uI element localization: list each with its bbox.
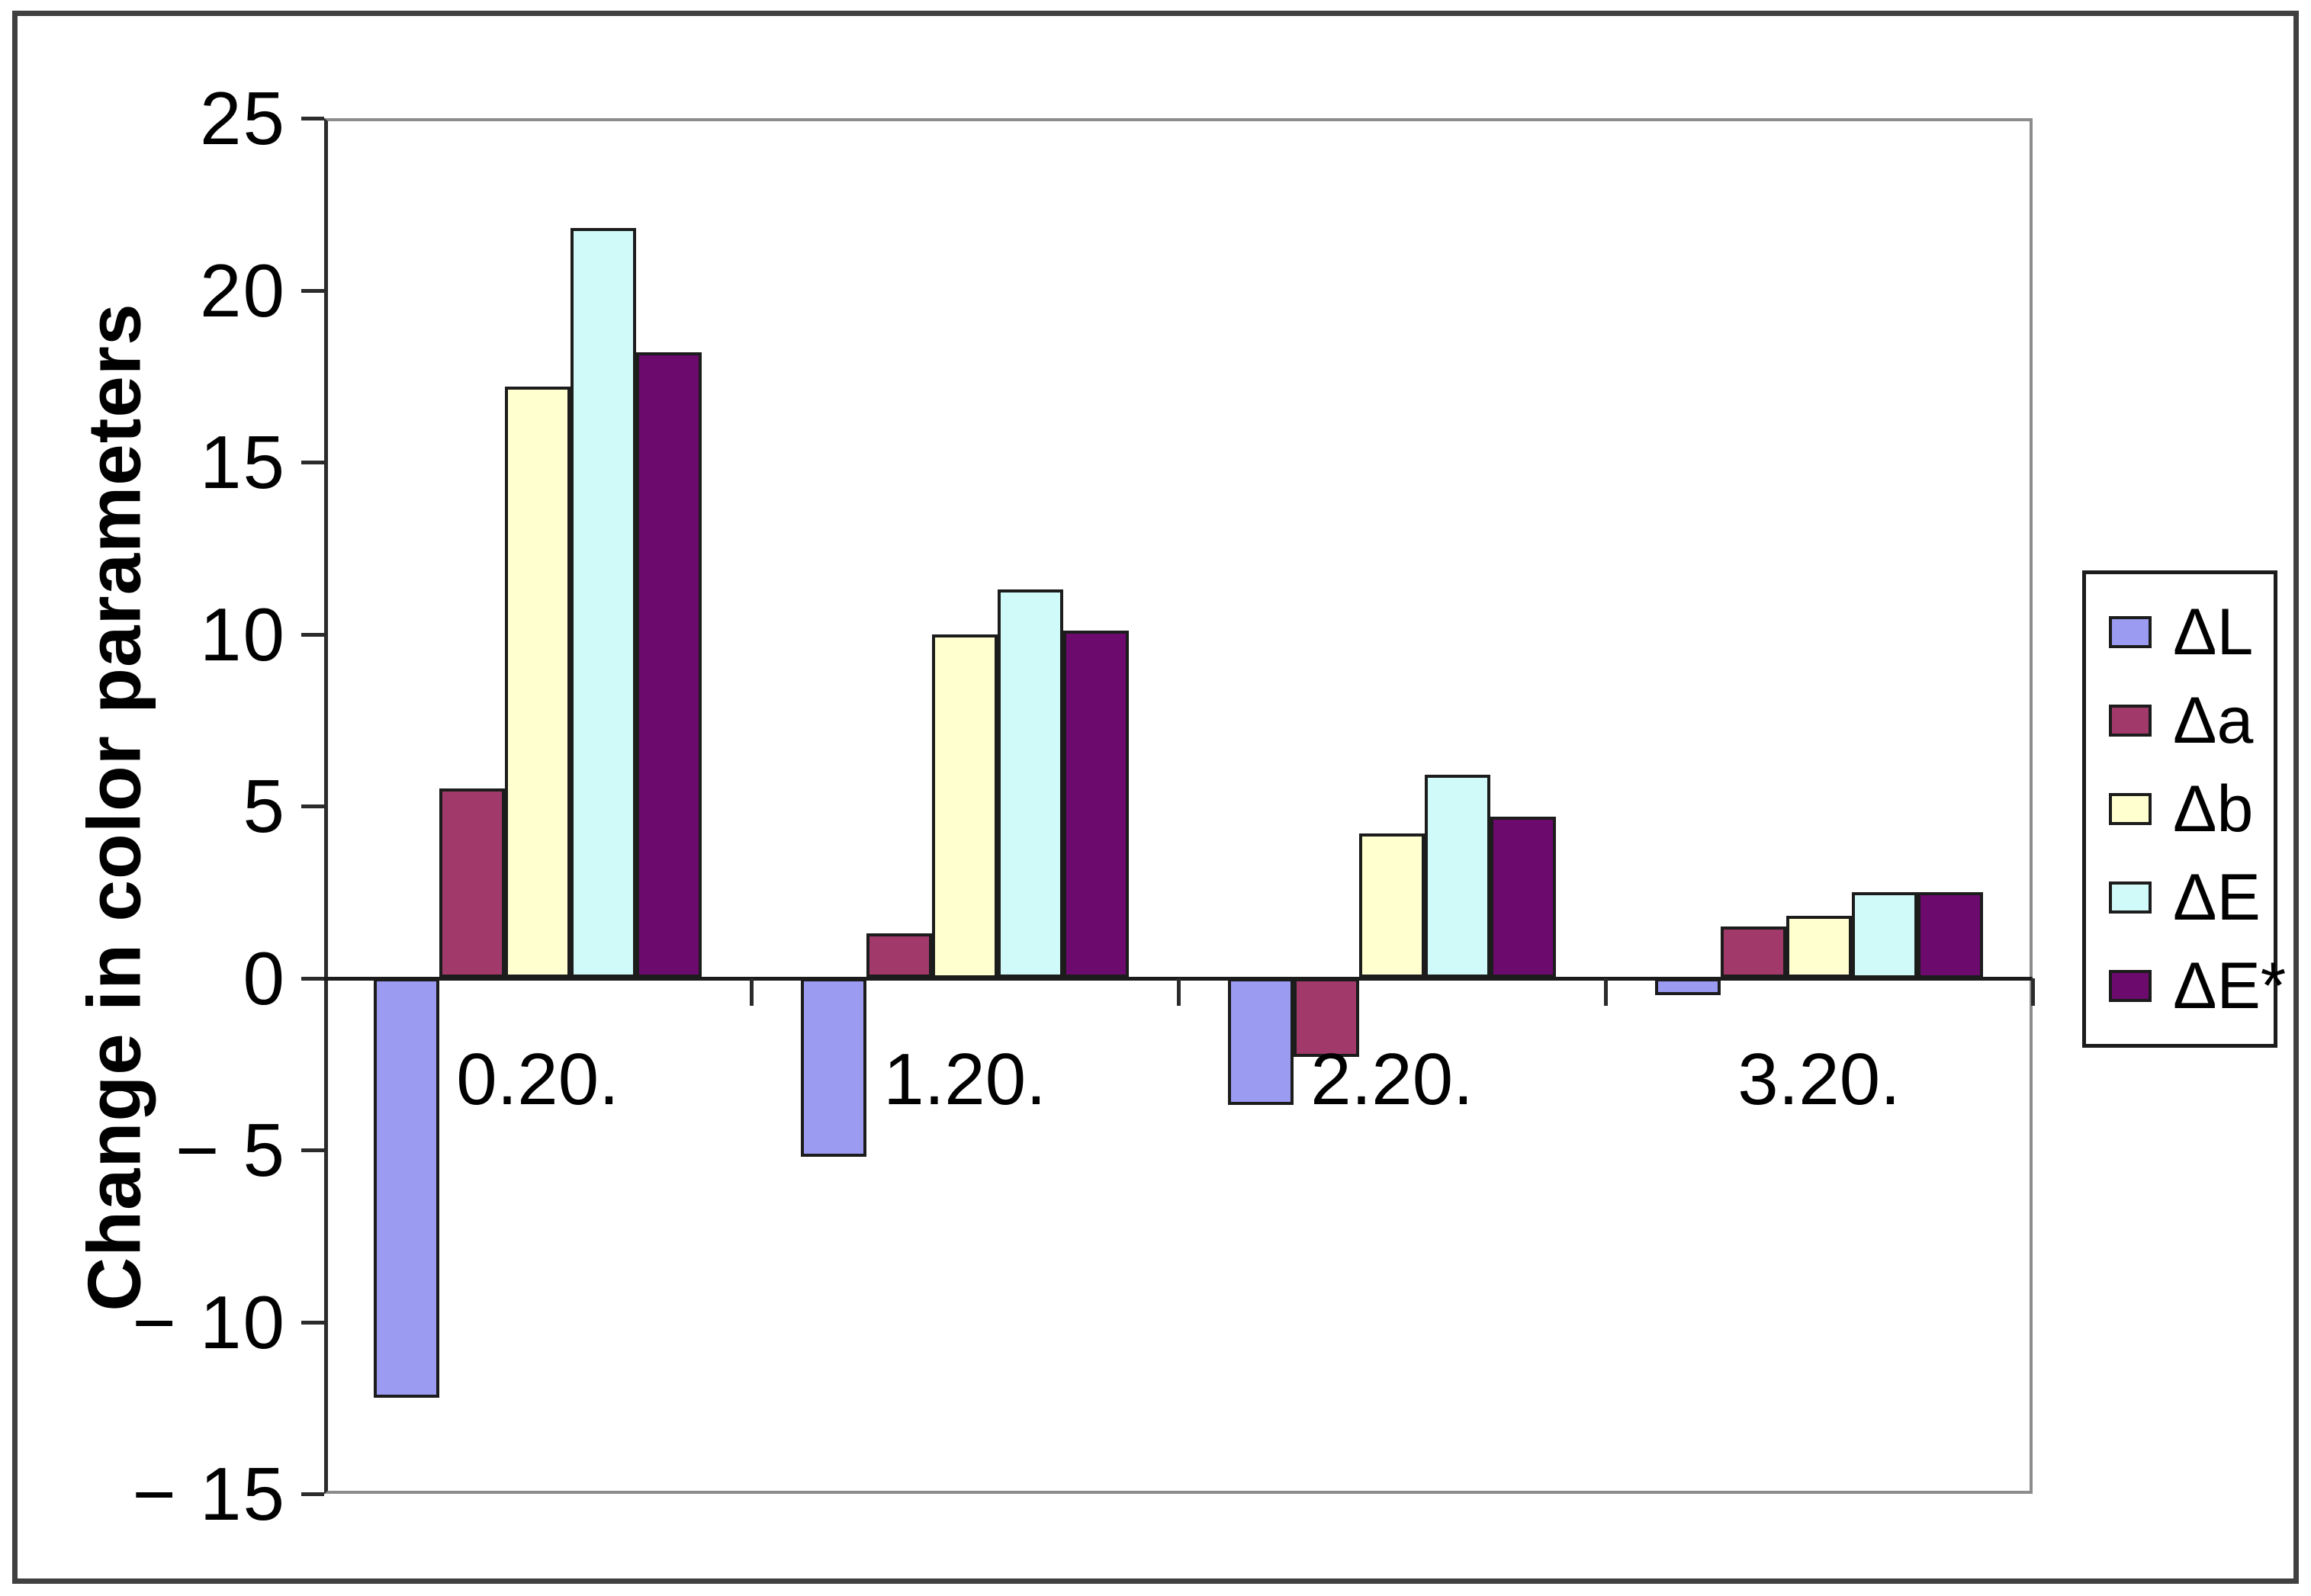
category-label: 3.20.	[1737, 1038, 1901, 1120]
y-tick-label: 5	[243, 764, 286, 848]
bar-Δa-0.20.	[439, 788, 505, 978]
bar-ΔL-2.20.	[1227, 978, 1294, 1106]
y-tick-mark	[301, 461, 324, 464]
category-tick-mark	[2031, 978, 2035, 1006]
y-tick-label: − 10	[132, 1280, 286, 1364]
legend-label: ΔE	[2173, 861, 2261, 934]
bar-Δa-3.20.	[1720, 926, 1786, 978]
bar-Δb-0.20.	[504, 386, 571, 978]
category-tick-mark	[750, 978, 754, 1006]
legend-item-Δa: Δa	[2086, 688, 2274, 753]
bar-Δb-2.20.	[1358, 833, 1425, 978]
y-tick-mark	[301, 1320, 324, 1325]
category-label: 1.20.	[883, 1038, 1046, 1120]
legend-swatch	[2109, 705, 2152, 737]
legend-swatch	[2109, 881, 2152, 914]
legend-label: Δb	[2173, 772, 2254, 846]
bar-Δb-1.20.	[931, 634, 998, 978]
legend-item-ΔE*: ΔE*	[2086, 953, 2286, 1019]
category-label: 2.20.	[1310, 1038, 1474, 1120]
plot-area	[324, 118, 2033, 1494]
y-tick-mark	[301, 117, 324, 120]
y-tick-label: − 5	[175, 1108, 286, 1192]
bar-ΔL-0.20.	[373, 978, 439, 1398]
y-tick-label: 10	[199, 592, 286, 676]
y-tick-mark	[301, 288, 324, 293]
y-tick-label: 15	[199, 420, 286, 504]
y-tick-label: 20	[199, 248, 286, 332]
bar-ΔE-1.20.	[998, 589, 1064, 978]
category-tick-mark	[1604, 978, 1608, 1006]
bar-Δa-1.20.	[866, 933, 932, 978]
bar-ΔL-3.20.	[1654, 978, 1721, 996]
bar-ΔE-3.20.	[1852, 891, 1918, 978]
bar-ΔE*-0.20.	[636, 352, 702, 978]
category-label: 0.20.	[456, 1038, 619, 1120]
y-tick-label: − 15	[132, 1452, 286, 1536]
legend-swatch	[2109, 793, 2152, 825]
legend-label: Δa	[2173, 684, 2254, 757]
bar-ΔE*-2.20.	[1490, 816, 1557, 978]
bar-ΔL-1.20.	[800, 978, 866, 1158]
bar-Δb-3.20.	[1785, 916, 1853, 978]
bar-ΔE-0.20.	[571, 228, 637, 978]
y-tick-mark	[301, 1148, 324, 1152]
bar-ΔE*-3.20.	[1917, 891, 1984, 978]
y-tick-label: 0	[243, 936, 286, 1020]
category-tick-mark	[1177, 978, 1181, 1006]
bar-ΔE*-1.20.	[1063, 630, 1130, 978]
legend-swatch	[2109, 970, 2152, 1002]
legend-item-ΔL: ΔL	[2086, 599, 2274, 665]
legend-swatch	[2109, 616, 2152, 648]
y-tick-label: 25	[199, 76, 286, 160]
y-tick-mark	[301, 1492, 324, 1496]
bar-ΔE-2.20.	[1425, 775, 1491, 978]
legend-label: ΔL	[2173, 596, 2254, 669]
legend-label: ΔE*	[2173, 949, 2287, 1023]
bar-Δa-2.20.	[1293, 978, 1359, 1058]
legend: ΔL Δa Δb ΔE ΔE*	[2082, 570, 2286, 1048]
y-tick-mark	[301, 976, 324, 981]
y-tick-mark	[301, 632, 324, 637]
legend-item-Δb: Δb	[2086, 776, 2274, 842]
y-tick-mark	[301, 804, 324, 808]
legend-item-ΔE: ΔE	[2086, 865, 2274, 930]
